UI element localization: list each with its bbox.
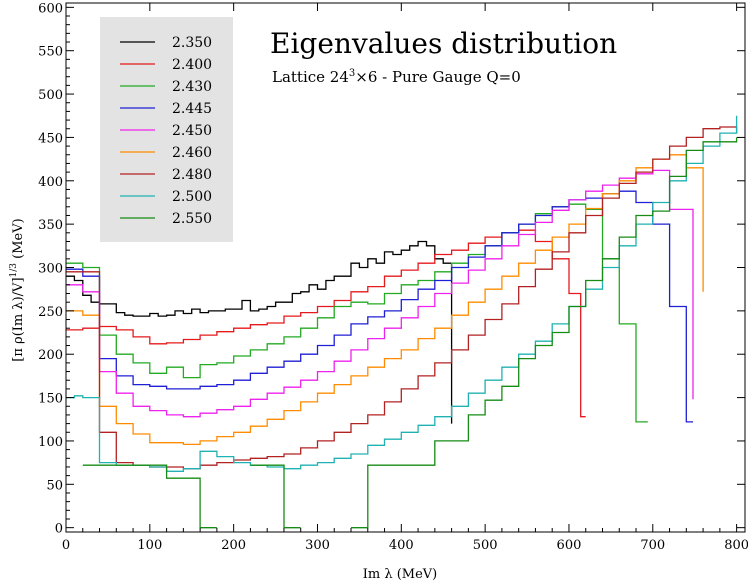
legend-label: 2.500: [172, 189, 212, 205]
x-tick-label: 600: [557, 538, 582, 553]
legend-label: 2.550: [172, 211, 212, 227]
y-tick-label: 100: [38, 435, 63, 450]
x-tick-label: 200: [221, 538, 246, 553]
series-line-2.445: [66, 190, 693, 423]
x-tick-label: 400: [389, 538, 414, 553]
y-tick-label: 300: [38, 262, 63, 277]
chart-subtitle: Lattice 243×6 - Pure Gauge Q=0: [272, 68, 521, 86]
y-tick-label: 600: [38, 1, 63, 16]
series-line-2.400: [66, 229, 586, 418]
axis-ticks: 0 100 200 300 400 500 600 700 800 0 50 100 150 200 250…: [38, 1, 748, 553]
series-line-2.500: [66, 115, 738, 472]
legend-label: 2.400: [172, 57, 212, 73]
y-tick-label: 550: [38, 45, 63, 60]
series-layer: [66, 115, 738, 529]
y-tick-label: 450: [38, 131, 63, 146]
legend-label: 2.445: [172, 101, 212, 117]
y-tick-label: 200: [38, 348, 63, 363]
x-tick-label: 800: [724, 538, 748, 553]
y-tick-label: 500: [38, 88, 63, 103]
legend: 2.350 2.400 2.430 2.445 2.450 2.460 2.480 2.500…: [120, 35, 212, 227]
legend-label: 2.430: [172, 79, 212, 95]
y-tick-label: 250: [38, 305, 63, 320]
legend-label: 2.460: [172, 145, 212, 161]
series-line-2.450: [66, 169, 694, 418]
x-tick-label: 0: [62, 538, 70, 553]
chart-title: Eigenvalues distribution: [270, 27, 617, 60]
x-tick-label: 300: [305, 538, 330, 553]
series-line-2.550: [82, 137, 738, 529]
y-tick-label: 350: [38, 218, 63, 233]
x-tick-label: 500: [473, 538, 498, 553]
y-tick-label: 0: [55, 522, 63, 537]
series-line-2.350: [66, 240, 453, 424]
y-tick-label: 150: [38, 392, 63, 407]
x-axis-label: Im λ (MeV): [363, 567, 438, 582]
legend-label: 2.480: [172, 167, 212, 183]
x-tick-label: 100: [137, 538, 162, 553]
legend-label: 2.350: [172, 35, 212, 51]
y-axis-label: [π ρ(Im λ)/V]1/3 (MeV): [9, 218, 26, 361]
x-tick-label: 700: [640, 538, 665, 553]
y-tick-label: 50: [46, 478, 63, 493]
legend-background: [100, 17, 233, 242]
y-tick-label: 400: [38, 175, 63, 190]
legend-label: 2.450: [172, 123, 212, 139]
